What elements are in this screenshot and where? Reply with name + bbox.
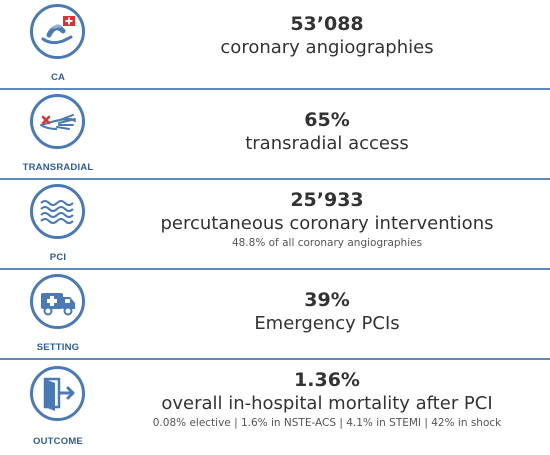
text-block-ca: 53’088 coronary angiographies (108, 12, 546, 60)
stat-description: overall in-hospital mortality after PCI (161, 393, 493, 414)
text-block-pci: 25’933 percutaneous coronary interventio… (108, 188, 546, 251)
stat-description: percutaneous coronary interventions (160, 213, 494, 234)
row-divider (0, 358, 550, 360)
stat-note: 48.8% of all coronary angiographies (231, 237, 423, 249)
row-divider (0, 268, 550, 270)
row-divider (0, 178, 550, 180)
row-outcome: OUTCOME 1.36% overall in-hospital mortal… (0, 360, 550, 455)
stat-value: 53’088 (290, 13, 364, 35)
row-pci: PCI 25’933 percutaneous coronary interve… (0, 180, 550, 268)
stat-description: coronary angiographies (220, 37, 434, 58)
text-block-outcome: 1.36% overall in-hospital mortality afte… (108, 368, 546, 431)
hand-wrist-icon (30, 94, 85, 149)
text-block-transradial: 65% transradial access (108, 108, 546, 156)
row-ca: CA 53’088 coronary angiographies (0, 0, 550, 88)
stat-value: 1.36% (294, 369, 360, 391)
icon-label: OUTCOME (33, 436, 83, 447)
stat-note: 0.08% elective | 1.6% in NSTE-ACS | 4.1%… (152, 417, 502, 429)
exit-door-icon (30, 366, 85, 421)
row-setting: SETTING 39% Emergency PCIs (0, 270, 550, 358)
text-block-setting: 39% Emergency PCIs (108, 288, 546, 336)
stat-value: 65% (304, 109, 350, 131)
icon-label: SETTING (36, 342, 80, 353)
stat-description: Emergency PCIs (254, 313, 400, 334)
row-divider (0, 88, 550, 90)
stat-description: transradial access (245, 133, 409, 154)
icon-label: CA (50, 72, 66, 83)
row-transradial: TRANSRADIAL 65% transradial access (0, 90, 550, 178)
stat-value: 25’933 (290, 189, 364, 211)
hospital-flag-icon (30, 4, 85, 59)
stat-value: 39% (304, 289, 350, 311)
ambulance-icon (30, 274, 85, 329)
stent-icon (30, 184, 85, 239)
icon-label: PCI (49, 252, 67, 263)
icon-label: TRANSRADIAL (22, 162, 94, 173)
